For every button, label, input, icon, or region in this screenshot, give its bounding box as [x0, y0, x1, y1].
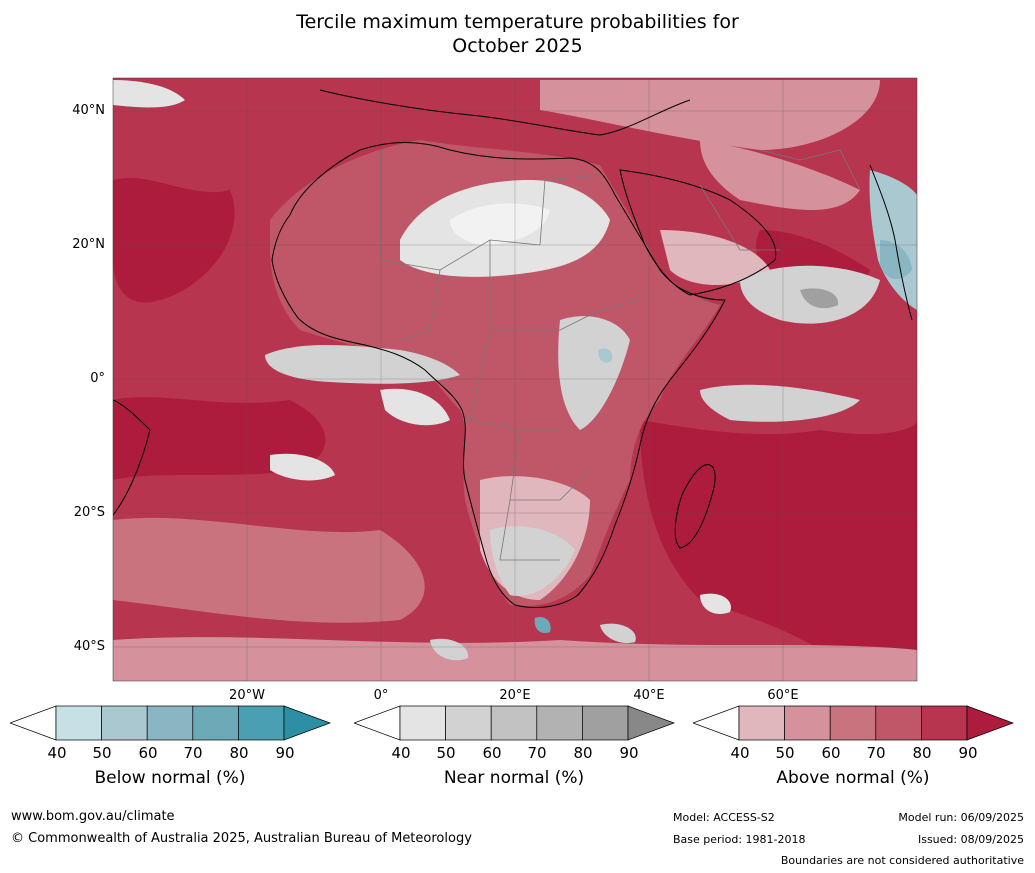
colorbar-extend-high [627, 705, 676, 741]
india-below-core [880, 240, 912, 280]
indian-near-core [800, 288, 839, 309]
colorbar-swatch [101, 705, 148, 741]
colorbar-swatch [784, 705, 831, 741]
lon-label-20w: 20°W [229, 688, 265, 703]
tick-above-70: 70 [866, 744, 886, 762]
footer-url: www.bom.gov.au/climate [11, 809, 175, 824]
sahara-core [450, 203, 550, 245]
southern-africa-near [490, 526, 575, 596]
colorbar-above-normal [693, 705, 1015, 741]
colorbar-swatch [445, 705, 492, 741]
lat-label-40n: 40°N [72, 103, 105, 118]
colorbar-swatch [192, 705, 239, 741]
footer-disclaimer: Boundaries are not considered authoritat… [780, 854, 1024, 867]
colorbar-swatch [490, 705, 538, 741]
india-coastline [869, 164, 913, 321]
tick-above-60: 60 [821, 744, 841, 762]
lon-label-20e: 20°E [499, 688, 531, 703]
tick-below-80: 80 [229, 744, 249, 762]
colorbar-title-near: Near normal (%) [443, 768, 585, 788]
footer-copyright: © Commonwealth of Australia 2025, Austra… [11, 831, 472, 846]
tick-below-50: 50 [92, 744, 112, 762]
guinea-near-normal [265, 345, 460, 384]
lat-label-20s: 20°S [73, 505, 105, 520]
africa-fill [270, 140, 720, 607]
colorbar-swatch [829, 705, 877, 741]
colorbar-swatch [399, 705, 446, 741]
indian-ocean-dark [640, 420, 917, 681]
tick-above-50: 50 [775, 744, 795, 762]
footer-base-period: Base period: 1981-2018 [673, 833, 806, 846]
tick-near-90: 90 [619, 744, 639, 762]
south-atlantic-near-patch [270, 453, 335, 481]
colorbar-title-above: Above normal (%) [776, 768, 930, 788]
tick-near-50: 50 [436, 744, 456, 762]
map-title-line1: Tercile maximum temperature probabilitie… [296, 11, 739, 33]
middle-east-light [700, 140, 860, 210]
tick-above-90: 90 [958, 744, 978, 762]
lat-label-40s: 40°S [73, 639, 105, 654]
tick-near-40: 40 [391, 744, 411, 762]
atlantic-north-dark [113, 177, 235, 303]
colorbar-extend-high [283, 705, 332, 741]
lat-label-20n: 20°N [72, 237, 105, 252]
colorbar-swatch [55, 705, 102, 741]
south-near-patch-2 [430, 638, 469, 661]
colorbar-swatch [921, 705, 968, 741]
mediterranean-coastline [319, 89, 691, 136]
colorbar-swatch [536, 705, 583, 741]
tick-above-80: 80 [912, 744, 932, 762]
east-africa-below [598, 348, 613, 363]
south-near-patch-3 [600, 623, 636, 644]
graticule [113, 78, 917, 681]
tick-below-90: 90 [275, 744, 295, 762]
map-title-line2: October 2025 [452, 35, 583, 57]
colorbar-below-normal [10, 705, 332, 741]
atlantic-near-patch [380, 388, 450, 426]
south-indian-near-patch [700, 593, 731, 615]
colorbar-swatch [582, 705, 629, 741]
indian-near-band [700, 384, 860, 422]
colorbar-extend-low [354, 705, 401, 741]
arabia-coastline [619, 169, 777, 296]
tick-below-40: 40 [47, 744, 67, 762]
coastlines [113, 89, 913, 609]
lon-label-40e: 40°E [633, 688, 665, 703]
east-africa-near [558, 316, 630, 430]
colorbar-swatch [238, 705, 285, 741]
footer-model-run: Model run: 06/09/2025 [898, 811, 1024, 824]
colorbar-near-normal [354, 705, 676, 741]
south-atlantic-below-patch [534, 616, 551, 634]
lon-label-60e: 60°E [767, 688, 799, 703]
europe-light [540, 80, 880, 150]
colorbar-title-below: Below normal (%) [94, 768, 246, 788]
colorbar-swatch [146, 705, 194, 741]
tick-below-60: 60 [138, 744, 158, 762]
lat-label-equator: 0° [90, 371, 105, 386]
tick-near-70: 70 [527, 744, 547, 762]
tick-near-80: 80 [573, 744, 593, 762]
colorbar-extend-low [10, 705, 57, 741]
lon-label-0: 0° [373, 688, 389, 703]
colorbar-extend-low [693, 705, 740, 741]
colorbar-swatch [738, 705, 785, 741]
footer-issued: Issued: 08/09/2025 [917, 833, 1024, 846]
country-borders [379, 149, 861, 561]
tick-near-60: 60 [482, 744, 502, 762]
tick-below-70: 70 [183, 744, 203, 762]
south-america-coastline [113, 399, 151, 516]
colorbar-extend-high [966, 705, 1015, 741]
arabia-light [660, 230, 770, 285]
africa-coastline [271, 142, 726, 609]
tick-above-40: 40 [730, 744, 750, 762]
north-atlantic-near-patch [113, 80, 185, 108]
madagascar-coastline [674, 464, 716, 549]
footer-model: Model: ACCESS-S2 [673, 811, 775, 824]
colorbar-swatch [875, 705, 922, 741]
south-atlantic-light [113, 517, 425, 623]
